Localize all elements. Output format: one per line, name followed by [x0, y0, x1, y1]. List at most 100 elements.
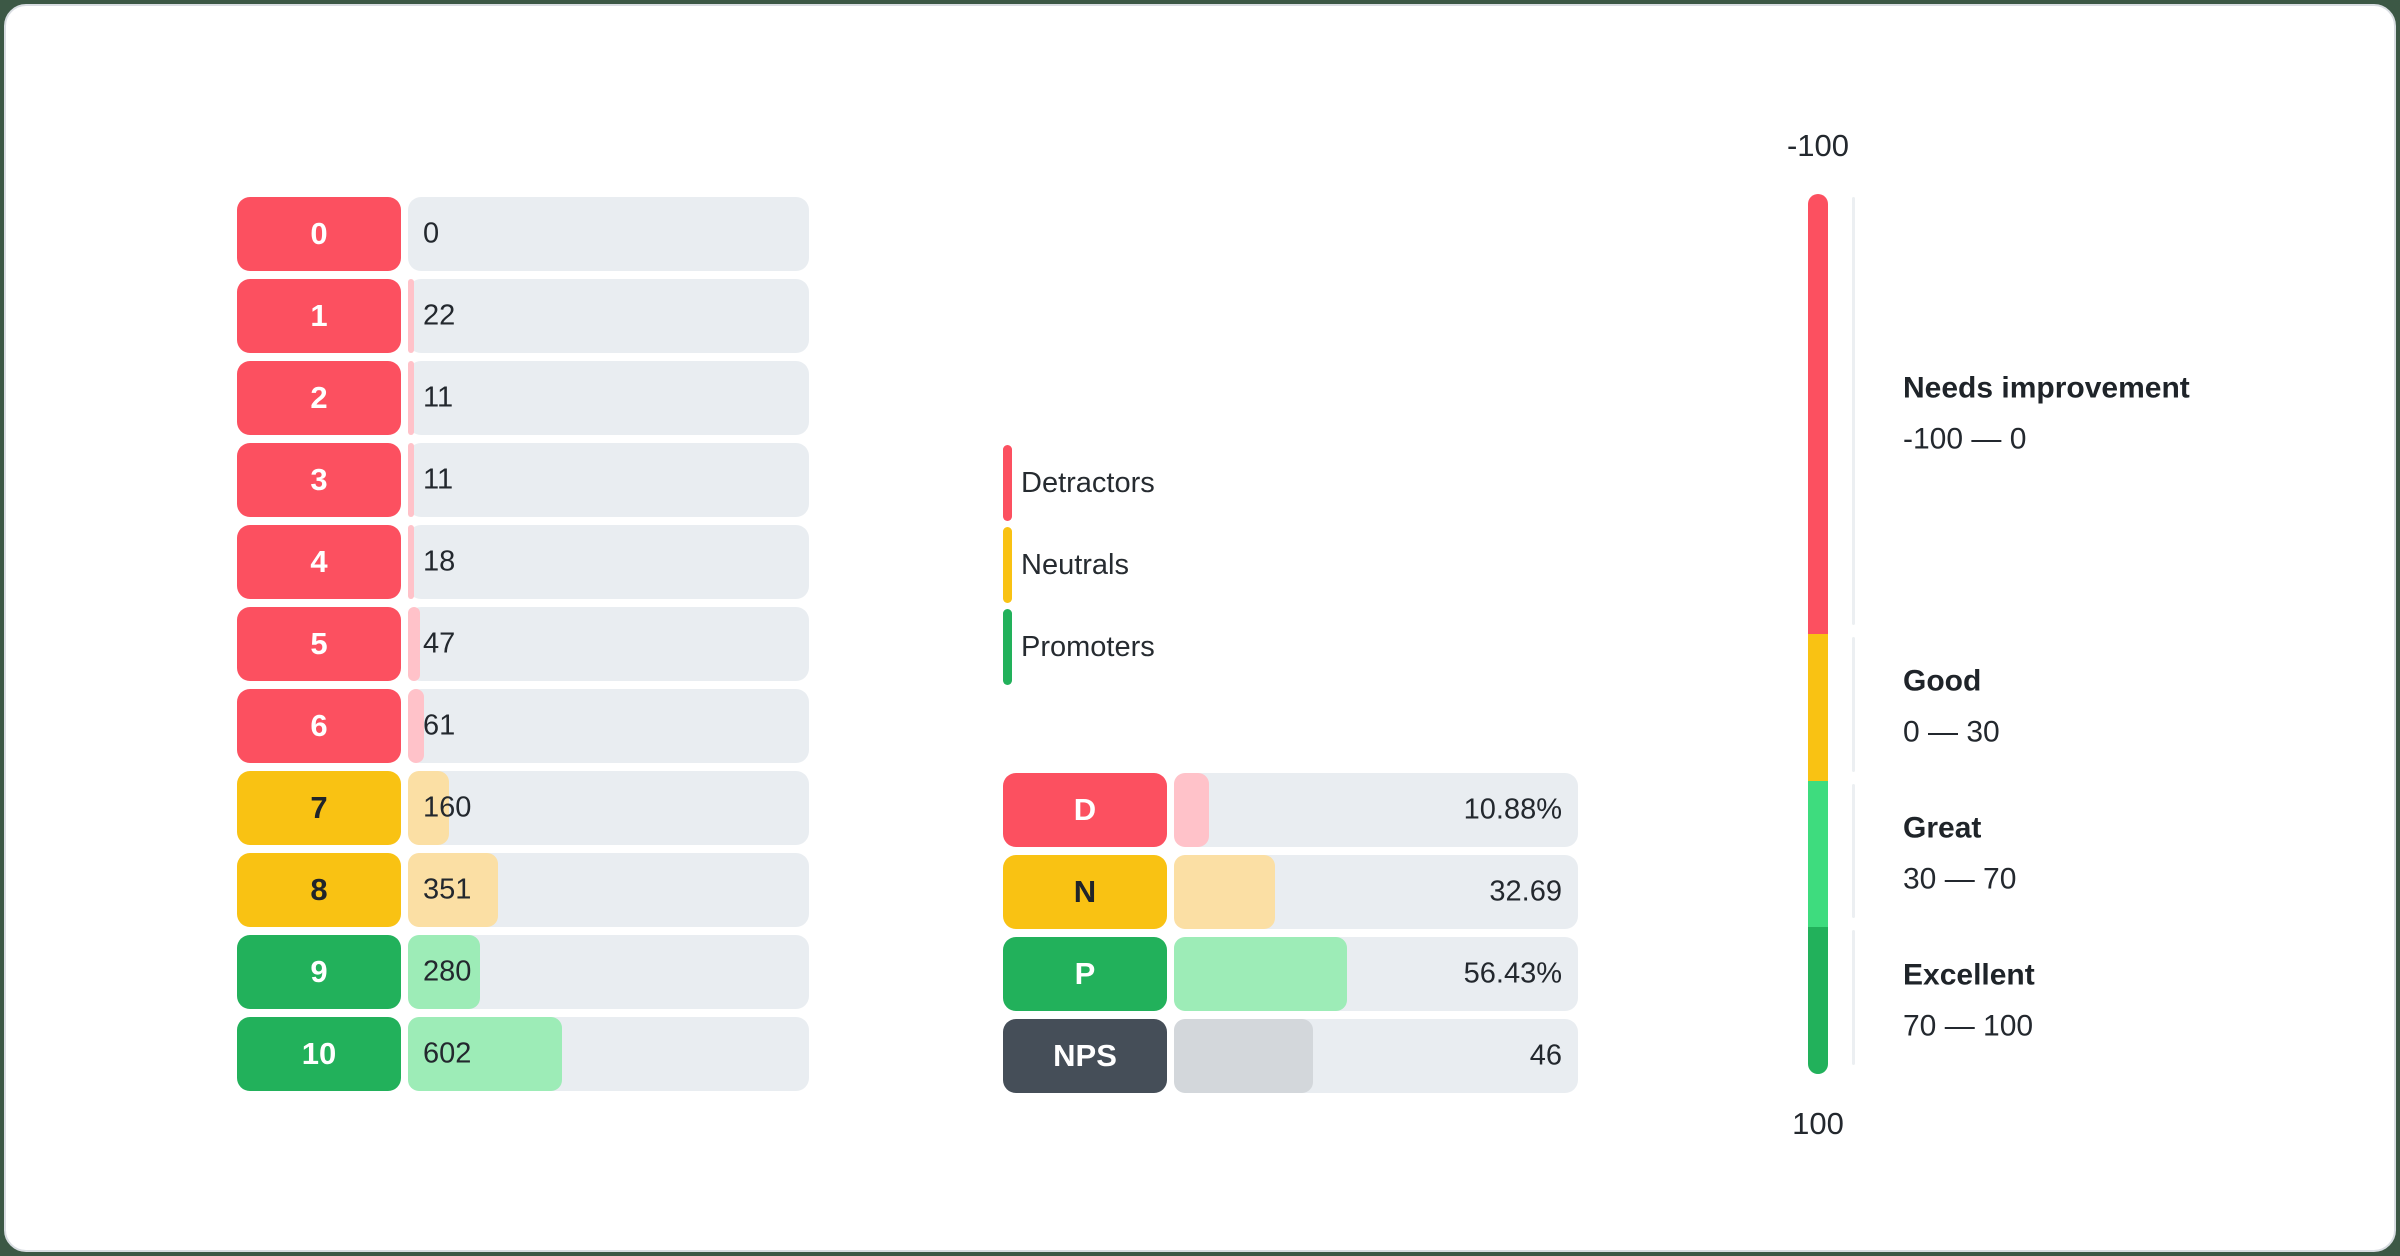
score-chip-3: 3: [237, 443, 401, 517]
score-row-4: 4 18: [237, 525, 809, 599]
score-count-5: 47: [423, 627, 456, 660]
legend: Detractors Neutrals Promoters: [1003, 445, 1155, 691]
score-chip-5: 5: [237, 607, 401, 681]
summary-value-nps: 46: [1529, 1039, 1562, 1072]
summary-chart: D 10.88% N 32.69 P 56.43% NPS 46: [1003, 773, 1578, 1101]
score-row-10: 10 602: [237, 1017, 809, 1091]
bar-fill: [408, 771, 450, 845]
score-count-9: 280: [423, 955, 472, 988]
summary-chip-nps: NPS: [1003, 1019, 1167, 1093]
legend-label: Promoters: [1021, 630, 1155, 663]
score-count-8: 351: [423, 873, 472, 906]
gauge-section-title: Great: [1903, 811, 1982, 845]
gauge-section-label-0: Needs improvement -100 — 0: [1903, 372, 2190, 457]
summary-row-p: P 56.43%: [1003, 937, 1578, 1011]
score-count-3: 11: [423, 463, 454, 496]
legend-swatch-detractors-icon: [1003, 445, 1012, 521]
gauge-divider-3: [1852, 930, 1855, 1065]
bar-track: 0: [408, 197, 809, 271]
score-row-5: 5 47: [237, 607, 809, 681]
bar-fill: [408, 607, 421, 681]
summary-chip-d: D: [1003, 773, 1167, 847]
summary-row-n: N 32.69: [1003, 855, 1578, 929]
score-row-6: 6 61: [237, 689, 809, 763]
gauge-section-title: Good: [1903, 664, 1982, 698]
bar-fill: [408, 525, 414, 599]
score-count-10: 602: [423, 1037, 472, 1070]
score-count-1: 22: [423, 299, 456, 332]
gauge-section-title: Needs improvement: [1903, 371, 2190, 405]
summary-value-n: 32.69: [1489, 875, 1562, 908]
legend-swatch-neutrals-icon: [1003, 527, 1012, 603]
bar-track: 160: [408, 771, 809, 845]
gauge-bar: [1808, 194, 1828, 1074]
score-chip-8: 8: [237, 853, 401, 927]
gauge-segment-2: [1808, 780, 1828, 928]
legend-label: Detractors: [1021, 466, 1155, 499]
score-row-3: 3 11: [237, 443, 809, 517]
score-count-2: 11: [423, 381, 454, 414]
bar-track: 18: [408, 525, 809, 599]
bar-track: 22: [408, 279, 809, 353]
score-chip-2: 2: [237, 361, 401, 435]
gauge-section-range: 30 — 70: [1903, 862, 2017, 896]
gauge-segment-3: [1808, 927, 1828, 1074]
bar-fill: [408, 689, 424, 763]
legend-item-promoters: Promoters: [1003, 609, 1155, 685]
gauge-section-label-3: Excellent 70 — 100: [1903, 958, 2035, 1043]
score-row-1: 1 22: [237, 279, 809, 353]
gauge-divider-2: [1852, 783, 1855, 919]
bar-track: 351: [408, 853, 809, 927]
gauge-section-title: Excellent: [1903, 958, 2035, 992]
bar-fill: [408, 443, 414, 517]
summary-value-p: 56.43%: [1463, 957, 1562, 990]
summary-row-d: D 10.88%: [1003, 773, 1578, 847]
bar-track: 61: [408, 689, 809, 763]
bar-fill: [1174, 937, 1347, 1011]
gauge-section-label-2: Great 30 — 70: [1903, 811, 2016, 896]
score-chip-7: 7: [237, 771, 401, 845]
summary-chip-n: N: [1003, 855, 1167, 929]
gauge-section-range: 70 — 100: [1903, 1009, 2034, 1043]
summary-chip-p: P: [1003, 937, 1167, 1011]
bar-track: 10.88%: [1174, 773, 1578, 847]
legend-item-detractors: Detractors: [1003, 445, 1155, 521]
nps-widget-card: 0 0 1 22 2 11 3 11 4 18 5 47: [4, 4, 2396, 1252]
score-row-2: 2 11: [237, 361, 809, 435]
bar-track: 32.69: [1174, 855, 1578, 929]
score-row-0: 0 0: [237, 197, 809, 271]
bar-fill: [408, 279, 414, 353]
gauge-section-range: -100 — 0: [1903, 422, 2027, 456]
bar-track: 280: [408, 935, 809, 1009]
score-chip-6: 6: [237, 689, 401, 763]
gauge-divider-0: [1852, 197, 1855, 625]
score-chip-10: 10: [237, 1017, 401, 1091]
score-chip-9: 9: [237, 935, 401, 1009]
score-distribution-chart: 0 0 1 22 2 11 3 11 4 18 5 47: [237, 197, 809, 1099]
legend-item-neutrals: Neutrals: [1003, 527, 1155, 603]
score-count-0: 0: [423, 217, 440, 250]
bar-fill: [408, 853, 499, 927]
bar-track: 47: [408, 607, 809, 681]
gauge-section-range: 0 — 30: [1903, 715, 2000, 749]
summary-row-nps: NPS 46: [1003, 1019, 1578, 1093]
gauge-bottom-label: 100: [1792, 1106, 1844, 1141]
bar-track: 602: [408, 1017, 809, 1091]
bar-fill: [408, 361, 414, 435]
score-row-7: 7 160: [237, 771, 809, 845]
score-row-8: 8 351: [237, 853, 809, 927]
summary-value-d: 10.88%: [1463, 793, 1562, 826]
gauge-segment-1: [1808, 634, 1828, 781]
score-chip-0: 0: [237, 197, 401, 271]
score-row-9: 9 280: [237, 935, 809, 1009]
score-count-6: 61: [423, 709, 456, 742]
bar-fill: [1174, 855, 1275, 929]
legend-label: Neutrals: [1021, 548, 1129, 581]
score-count-4: 18: [423, 545, 456, 578]
legend-swatch-promoters-icon: [1003, 609, 1012, 685]
gauge-section-label-1: Good 0 — 30: [1903, 665, 2000, 750]
gauge-segment-0: [1808, 194, 1828, 634]
bar-fill: [1174, 773, 1209, 847]
gauge-divider-1: [1852, 637, 1855, 772]
bar-track: 11: [408, 443, 809, 517]
